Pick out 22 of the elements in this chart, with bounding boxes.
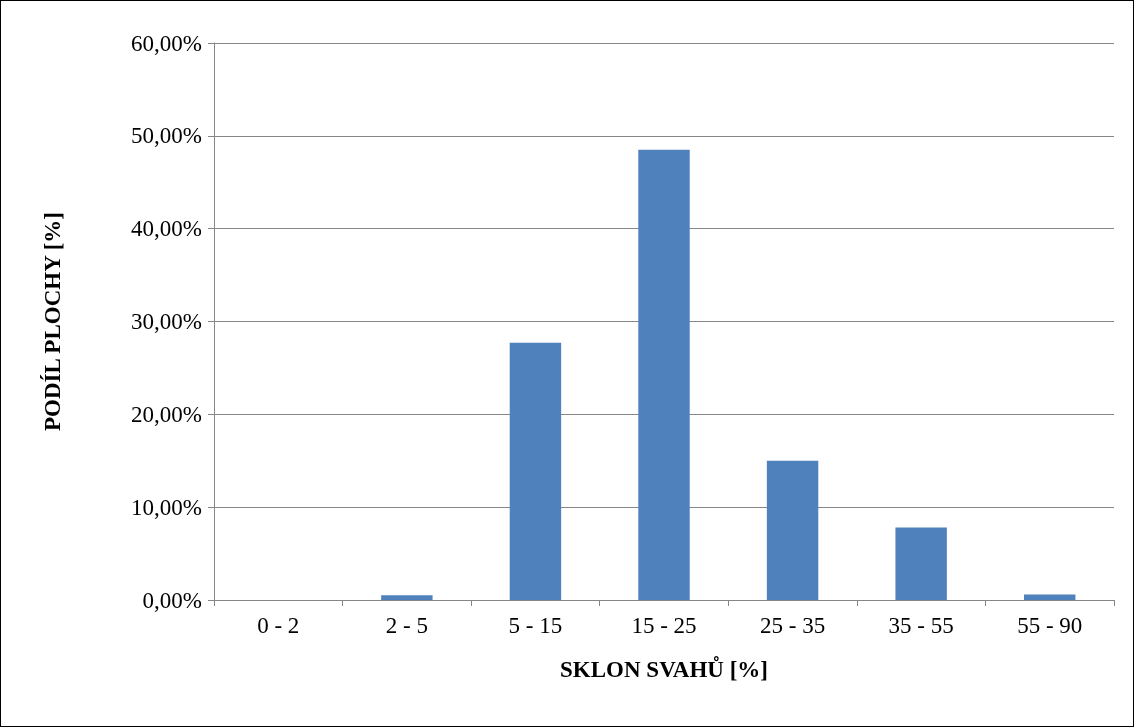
y-tick-label: 0,00%	[142, 587, 202, 613]
x-tick-label: 35 - 55	[888, 613, 954, 638]
bar	[638, 149, 690, 600]
x-tick-label: 5 - 15	[508, 613, 563, 638]
y-tick-label: 40,00%	[131, 216, 202, 242]
y-tick-label: 30,00%	[131, 309, 202, 334]
bar	[1024, 594, 1076, 600]
y-tick-label: 60,00%	[131, 30, 202, 56]
y-axis-title: PODÍL PLOCHY [%]	[40, 212, 65, 431]
bar	[895, 527, 947, 600]
bar	[766, 460, 819, 600]
x-tick-label: 15 - 25	[631, 613, 697, 638]
y-tick-label: 10,00%	[131, 494, 202, 520]
x-axis-title: SKLON SVAHŮ [%]	[560, 655, 768, 682]
bar	[509, 342, 562, 600]
y-tick-label: 20,00%	[131, 401, 202, 427]
x-tick-label: 2 - 5	[385, 613, 428, 638]
x-tick-label: 25 - 35	[759, 613, 826, 638]
y-tick-label: 50,00%	[131, 123, 202, 149]
x-tick-label: 55 - 90	[1017, 613, 1083, 638]
x-tick-label: 0 - 2	[257, 613, 300, 638]
bar	[381, 595, 433, 600]
